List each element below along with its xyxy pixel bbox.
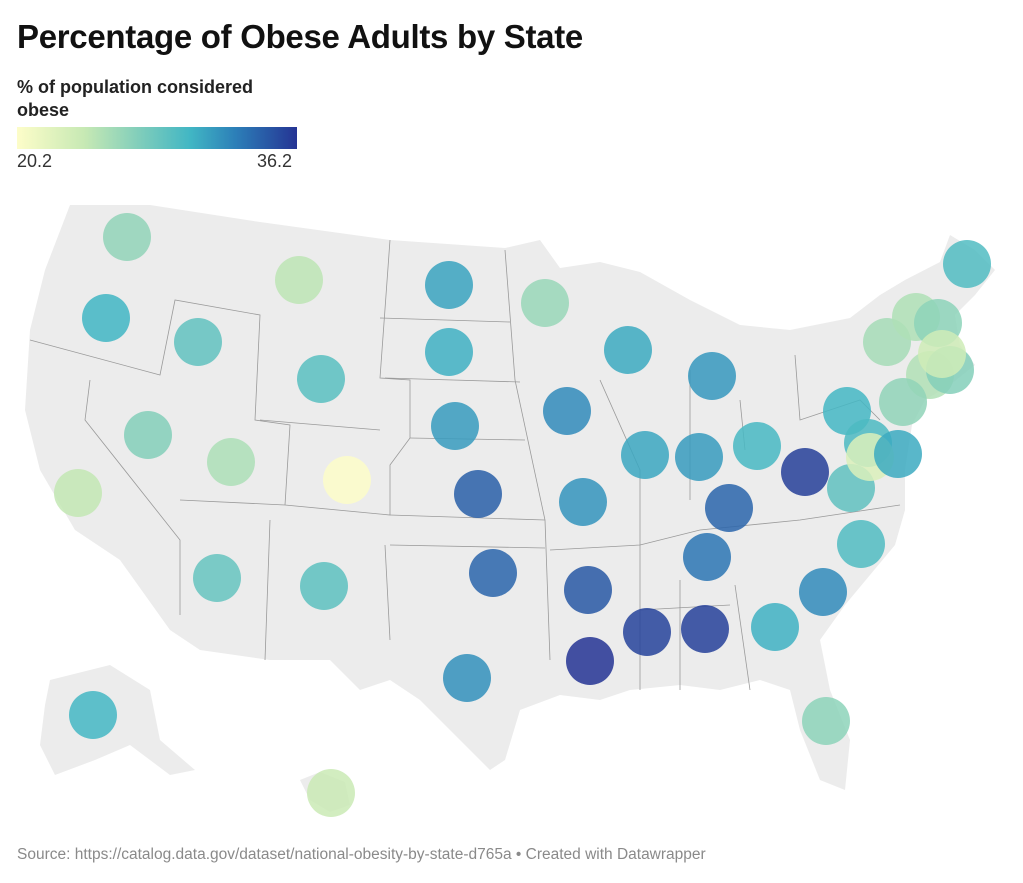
state-symbol-ia[interactable] bbox=[543, 387, 591, 435]
state-symbol-mi[interactable] bbox=[688, 352, 736, 400]
state-symbol-or[interactable] bbox=[82, 294, 130, 342]
state-symbol-sd[interactable] bbox=[425, 328, 473, 376]
contiguous-us-shape bbox=[25, 205, 995, 790]
state-symbol-me[interactable] bbox=[943, 240, 991, 288]
state-symbol-wy[interactable] bbox=[297, 355, 345, 403]
state-symbol-oh[interactable] bbox=[733, 422, 781, 470]
state-symbol-nc[interactable] bbox=[837, 520, 885, 568]
state-symbol-az[interactable] bbox=[193, 554, 241, 602]
state-symbol-tn[interactable] bbox=[683, 533, 731, 581]
state-symbol-hi[interactable] bbox=[307, 769, 355, 817]
state-symbol-ky[interactable] bbox=[705, 484, 753, 532]
source-footer: Source: https://catalog.data.gov/dataset… bbox=[17, 846, 706, 863]
legend-color-scale bbox=[17, 127, 297, 149]
state-symbol-nv[interactable] bbox=[124, 411, 172, 459]
state-symbol-ca[interactable] bbox=[54, 469, 102, 517]
state-symbol-wv[interactable] bbox=[781, 448, 829, 496]
alaska-shape bbox=[40, 665, 195, 775]
state-symbol-ga[interactable] bbox=[751, 603, 799, 651]
state-symbol-tx[interactable] bbox=[443, 654, 491, 702]
legend-title: % of population considered obese bbox=[17, 77, 254, 120]
state-symbol-ms[interactable] bbox=[623, 608, 671, 656]
state-symbol-ks[interactable] bbox=[454, 470, 502, 518]
state-symbol-ma[interactable] bbox=[918, 330, 966, 378]
state-symbol-nm[interactable] bbox=[300, 562, 348, 610]
state-symbol-al[interactable] bbox=[681, 605, 729, 653]
legend-min-label: 20.2 bbox=[17, 151, 53, 171]
state-symbol-ar[interactable] bbox=[564, 566, 612, 614]
state-symbol-wi[interactable] bbox=[604, 326, 652, 374]
state-symbol-id[interactable] bbox=[174, 318, 222, 366]
land-shapes bbox=[25, 205, 995, 812]
state-symbol-fl[interactable] bbox=[802, 697, 850, 745]
state-symbol-mn[interactable] bbox=[521, 279, 569, 327]
state-symbol-co[interactable] bbox=[323, 456, 371, 504]
state-symbol-ak[interactable] bbox=[69, 691, 117, 739]
state-symbol-wa[interactable] bbox=[103, 213, 151, 261]
state-symbols bbox=[54, 213, 991, 817]
legend-max-label: 36.2 bbox=[257, 151, 293, 171]
state-symbol-nd[interactable] bbox=[425, 261, 473, 309]
state-symbol-mo[interactable] bbox=[559, 478, 607, 526]
state-symbol-il[interactable] bbox=[621, 431, 669, 479]
state-symbol-mt[interactable] bbox=[275, 256, 323, 304]
state-symbol-in[interactable] bbox=[675, 433, 723, 481]
state-symbol-ut[interactable] bbox=[207, 438, 255, 486]
state-symbol-la[interactable] bbox=[566, 637, 614, 685]
chart-title: Percentage of Obese Adults by State bbox=[17, 18, 583, 55]
state-symbol-nj[interactable] bbox=[879, 378, 927, 426]
state-symbol-sc[interactable] bbox=[799, 568, 847, 616]
state-symbol-de[interactable] bbox=[874, 430, 922, 478]
state-symbol-ne[interactable] bbox=[431, 402, 479, 450]
state-symbol-ok[interactable] bbox=[469, 549, 517, 597]
